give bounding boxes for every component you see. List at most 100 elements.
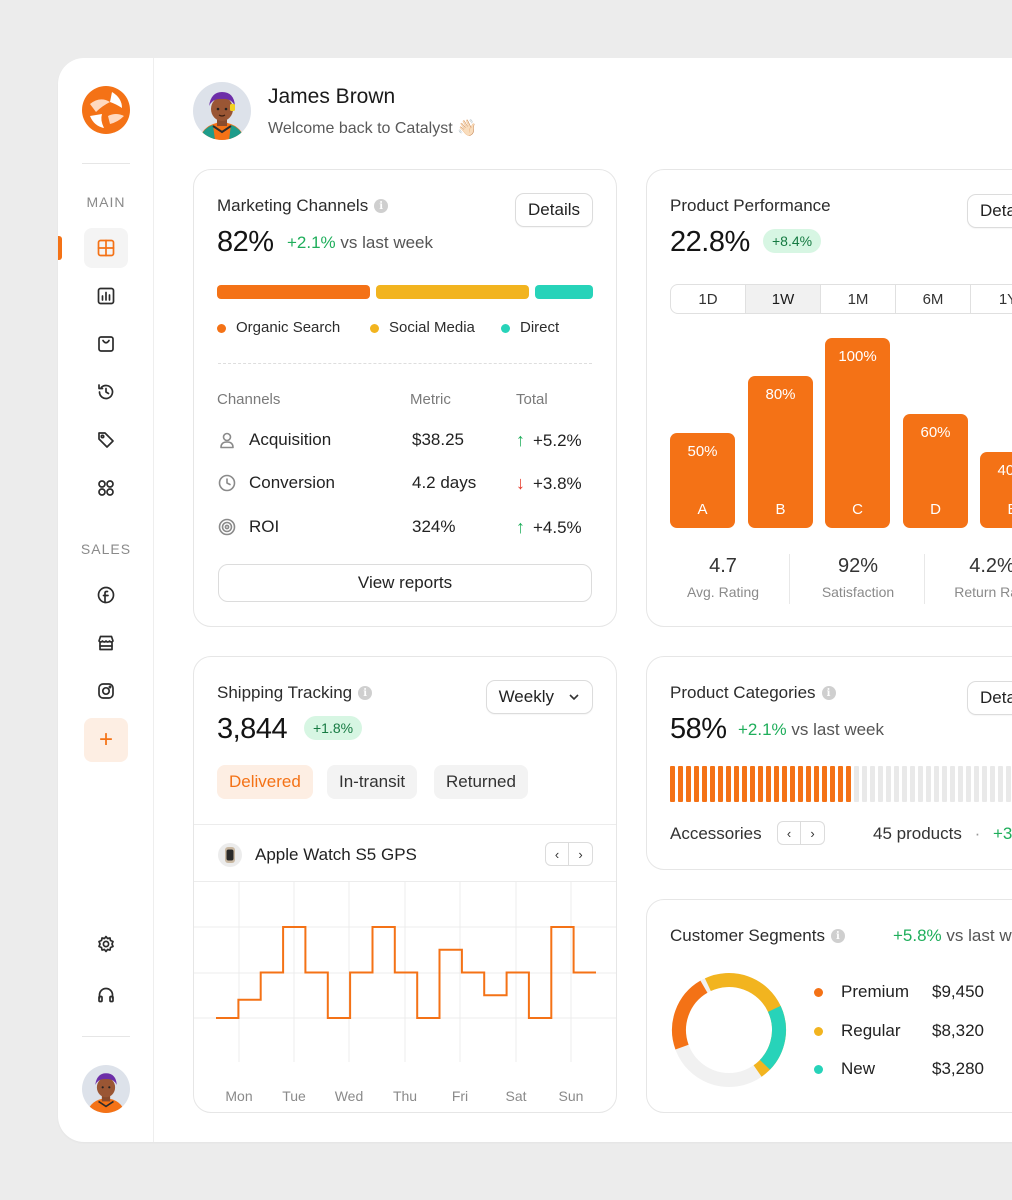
bar-c[interactable]: 100% C [825,338,890,528]
view-reports-button[interactable]: View reports [218,564,592,602]
bar-d[interactable]: 60% D [903,414,968,528]
legend-dot [814,1026,823,1036]
next-category-button[interactable]: › [801,821,825,845]
donut-slice-premium [672,973,786,1088]
progress-tick [918,766,923,802]
sidebar-item-tags[interactable] [84,420,128,460]
metric-value: $38.25 [412,430,464,449]
add-channel-button[interactable]: + [84,718,128,762]
total-change: ↑ +5.2% [516,430,582,450]
sidebar-item-history[interactable] [84,372,128,412]
bar-b[interactable]: 80% B [748,376,813,528]
welcome-message: Welcome back to Catalyst 👋🏻 [268,120,478,137]
filter-in-transit[interactable]: In-transit [327,765,418,799]
progress-tick [878,766,883,802]
bar-chart-icon [97,287,115,305]
column-header-channels: Channels [217,391,281,408]
sidebar-item-dashboard[interactable] [84,228,128,268]
sidebar-item-facebook[interactable] [84,575,128,615]
user-avatar[interactable] [82,1065,130,1113]
tab-1y[interactable]: 1Y [971,285,1012,313]
sidebar-section-main: MAIN [86,194,126,210]
progress-tick [782,766,787,802]
progress-tick [862,766,867,802]
segment-row[interactable]: New [814,1059,875,1079]
segment-label: Premium [841,982,910,1001]
info-icon[interactable]: i [830,929,845,943]
card-title: Product Categories i [670,683,836,703]
x-tick-label: Sat [505,1088,527,1104]
progress-tick [870,766,875,802]
sidebar-item-support[interactable] [84,975,128,1015]
sidebar-item-store[interactable] [84,623,128,663]
categories-value: 58% [670,713,727,745]
column-header-metric: Metric [410,391,451,408]
shipping-badge: +1.8% [304,716,363,740]
stat-return-rate-label: Return Rate [954,584,1012,600]
sidebar-item-orders[interactable] [84,324,128,364]
progress-tick [670,766,675,802]
bar-a[interactable]: 50% A [670,433,735,528]
marketing-channels-card: Marketing Channels i Details 82% +2.1% v… [193,169,617,627]
prev-product-button[interactable]: ‹ [545,842,569,866]
filter-returned[interactable]: Returned [434,765,528,799]
performance-details-button[interactable]: Details [967,194,1012,228]
tab-1d[interactable]: 1D [671,285,746,313]
progress-tick [974,766,979,802]
clock-icon [218,474,236,492]
sidebar-item-analytics[interactable] [84,276,128,316]
segment-label: New [841,1059,876,1078]
next-product-button[interactable]: › [569,842,593,866]
categories-change: +2.1% vs last week [738,720,885,739]
facebook-icon [97,586,115,604]
categories-details-button[interactable]: Details [967,681,1012,715]
segment-value: $8,320 [932,1020,984,1040]
info-icon[interactable]: i [358,686,373,700]
info-icon[interactable]: i [821,686,836,700]
bar-value-label: 80% [765,386,796,403]
sidebar-item-settings[interactable] [84,924,128,964]
bar-category-label: B [775,501,786,518]
shipping-tracking-card: Shipping Tracking i Weekly 3,844 +1.8% D… [193,656,617,1113]
progress-tick [742,766,747,802]
divider [789,554,790,604]
tab-1m[interactable]: 1M [821,285,896,313]
metric-value: 4.2 days [412,473,477,492]
x-tick-label: Mon [225,1088,253,1104]
period-dropdown[interactable]: Weekly [485,680,593,714]
legend-label: Organic Search [236,319,341,336]
table-row-acquisition[interactable]: Acquisition [217,430,331,450]
category-nav: ‹ › [777,821,825,845]
table-row-conversion[interactable]: Conversion [217,473,335,493]
product-categories-card: Product Categories i Details 58% +2.1% v… [646,656,1012,870]
progress-tick [702,766,707,802]
info-icon[interactable]: i [374,199,389,213]
progress-tick [902,766,907,802]
segment-row[interactable]: Premium [814,982,909,1002]
sidebar-item-instagram[interactable] [84,671,128,711]
progress-tick [798,766,803,802]
progress-tick [838,766,843,802]
stat-return-rate-value: 4.2% [969,555,1012,577]
profile-avatar[interactable] [193,82,251,140]
x-tick-label: Sun [558,1088,584,1104]
sidebar-section-sales: SALES [80,541,132,557]
segment-row[interactable]: Regular [814,1021,901,1041]
bar-value-label: 60% [920,424,951,441]
table-row-roi[interactable]: ROI [217,517,279,537]
tab-6m[interactable]: 6M [896,285,971,313]
sidebar-item-apps[interactable] [84,468,128,508]
customer-segments-card: Customer Segments i +5.8% vs last week P… [646,899,1012,1113]
bar-e[interactable]: 40% E [980,452,1012,528]
prev-category-button[interactable]: ‹ [777,821,801,845]
tab-1w[interactable]: 1W [746,285,821,313]
progress-tick [814,766,819,802]
card-title: Shipping Tracking i [217,683,373,703]
period-tabs: 1D1W1M6M1Y [670,284,1012,314]
filter-delivered[interactable]: Delivered [217,765,313,799]
user-name: James Brown [268,85,396,108]
segments-donut-chart [672,973,786,1088]
catalyst-logo[interactable] [82,86,130,134]
x-tick-label: Fri [451,1088,469,1104]
marketing-details-button[interactable]: Details [515,193,593,227]
